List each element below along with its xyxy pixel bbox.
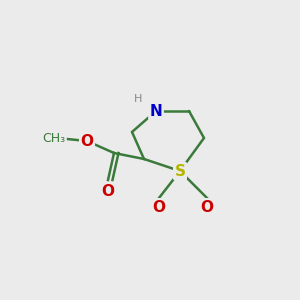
Text: O: O bbox=[80, 134, 94, 148]
Text: H: H bbox=[134, 94, 142, 104]
Text: N: N bbox=[150, 103, 162, 118]
Text: O: O bbox=[200, 200, 214, 214]
Text: CH₃: CH₃ bbox=[42, 131, 66, 145]
Text: S: S bbox=[175, 164, 185, 178]
Text: O: O bbox=[101, 184, 115, 200]
Text: O: O bbox=[152, 200, 166, 214]
